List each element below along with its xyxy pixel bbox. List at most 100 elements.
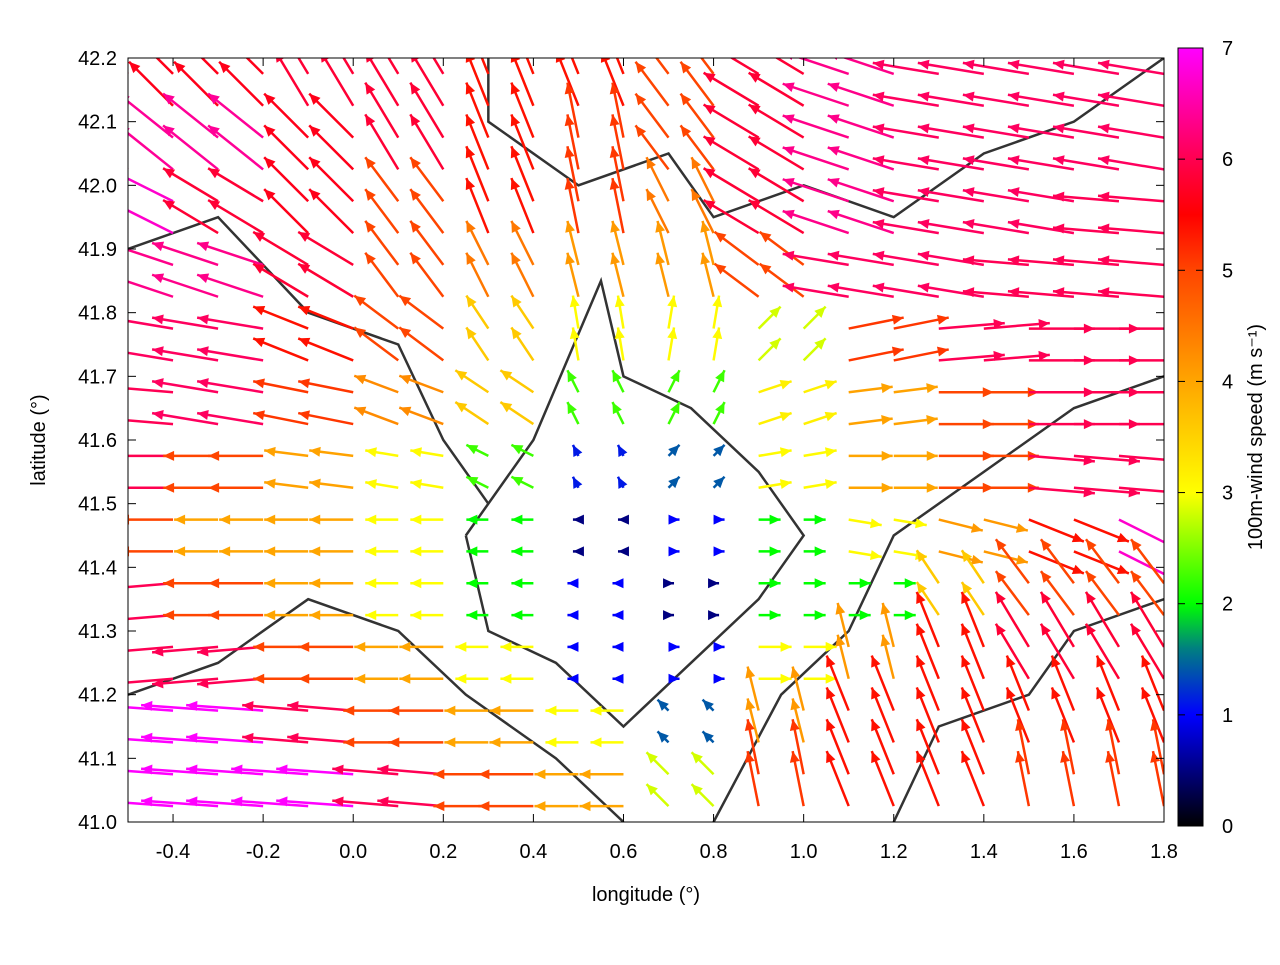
wind-arrow	[128, 96, 174, 139]
wind-arrow	[489, 737, 534, 748]
wind-arrow	[151, 273, 219, 298]
wind-arrow	[825, 655, 850, 712]
wind-arrow	[617, 514, 629, 525]
x-tick-label: 0.0	[339, 841, 367, 863]
wind-arrow	[364, 252, 400, 298]
wind-arrow	[827, 250, 894, 267]
wind-arrow	[893, 610, 916, 621]
x-tick-label: 0.2	[429, 841, 457, 863]
wind-arrow	[398, 294, 445, 330]
wind-arrow	[564, 82, 580, 138]
wind-arrow	[708, 610, 720, 621]
wind-arrow	[960, 623, 985, 680]
wind-arrow	[803, 479, 837, 489]
wind-arrow	[465, 294, 490, 330]
wind-arrow	[309, 478, 354, 489]
wind-arrow	[1050, 655, 1076, 712]
wind-arrow	[893, 450, 938, 461]
wind-arrow	[128, 546, 174, 557]
wind-arrow	[128, 741, 129, 743]
wind-arrow	[128, 737, 174, 744]
wind-arrow	[825, 750, 850, 807]
wind-arrow	[1095, 686, 1121, 743]
wind-arrow	[566, 401, 580, 425]
wind-arrow	[466, 546, 489, 557]
wind-arrow	[566, 369, 580, 393]
wind-arrow	[155, 58, 174, 75]
wind-arrow	[614, 327, 625, 361]
wind-arrow	[388, 737, 444, 748]
x-tick-label: 0.4	[519, 841, 547, 863]
wind-arrow	[962, 59, 1030, 76]
wind-arrow	[668, 673, 680, 684]
wind-arrow	[128, 613, 174, 621]
wind-arrow	[790, 666, 805, 711]
wind-arrow	[834, 58, 895, 76]
wind-arrow	[364, 188, 400, 234]
wind-arrow	[848, 346, 904, 362]
wind-arrow	[287, 701, 354, 712]
wind-arrow	[938, 518, 984, 533]
x-tick-label: 1.6	[1060, 841, 1088, 863]
wind-arrow	[870, 655, 895, 712]
wind-arrow	[151, 409, 219, 426]
wind-arrow	[789, 719, 805, 775]
wind-arrow	[1005, 655, 1031, 712]
wind-arrow	[264, 478, 309, 489]
wind-arrow	[1050, 686, 1076, 743]
wind-arrow	[803, 411, 838, 426]
colorbar-tick-label: 3	[1222, 483, 1233, 505]
wind-arrow	[140, 764, 219, 776]
wind-arrow	[655, 220, 670, 266]
wind-arrow	[893, 346, 949, 362]
wind-arrow	[387, 58, 400, 75]
wind-arrow	[365, 447, 399, 458]
wind-arrow	[309, 610, 354, 621]
wind-arrow	[432, 58, 445, 75]
wind-arrow	[410, 479, 444, 489]
wind-arrow	[398, 326, 445, 362]
wind-arrow	[1073, 518, 1130, 543]
wind-arrow	[645, 156, 670, 202]
wind-arrow	[713, 262, 760, 298]
y-tick-label: 41.2	[78, 685, 117, 707]
wind-arrow	[465, 443, 489, 458]
wind-arrow	[880, 602, 895, 648]
y-tick-label: 41.7	[78, 366, 117, 388]
wind-arrow	[128, 486, 174, 489]
wind-arrow	[410, 447, 444, 458]
wind-arrow	[1073, 550, 1130, 575]
wind-arrow	[567, 673, 579, 684]
wind-arrow	[128, 248, 174, 267]
wind-arrow	[252, 305, 309, 330]
wind-arrow	[962, 187, 1030, 203]
wind-arrow	[758, 230, 805, 266]
wind-arrow	[353, 326, 400, 362]
y-tick-label: 42.2	[78, 48, 117, 70]
wind-arrow	[444, 705, 489, 716]
wind-arrow	[1039, 591, 1075, 648]
wind-arrow	[848, 578, 871, 589]
colorbar-tick-label: 6	[1222, 149, 1233, 171]
wind-arrow	[128, 582, 174, 589]
wind-arrow	[702, 167, 760, 203]
wind-arrow	[1140, 655, 1164, 712]
wind-arrow	[1084, 538, 1120, 584]
wind-arrow	[960, 581, 985, 616]
wind-arrow	[1097, 123, 1164, 139]
wind-arrow	[782, 82, 850, 107]
wind-arrow	[174, 514, 219, 525]
wind-arrow	[616, 476, 628, 489]
wind-arrow	[128, 177, 174, 203]
wind-arrow	[207, 199, 264, 235]
wind-arrow	[353, 374, 399, 394]
wind-arrow	[410, 514, 444, 525]
wind-arrow	[590, 705, 624, 716]
wind-arrow	[712, 475, 726, 489]
wind-arrow	[128, 319, 174, 330]
wind-arrow	[354, 673, 399, 684]
x-tick-label: 1.4	[970, 841, 998, 863]
wind-arrow	[409, 156, 445, 202]
wind-arrow	[1118, 518, 1164, 544]
wind-arrow	[729, 58, 760, 75]
